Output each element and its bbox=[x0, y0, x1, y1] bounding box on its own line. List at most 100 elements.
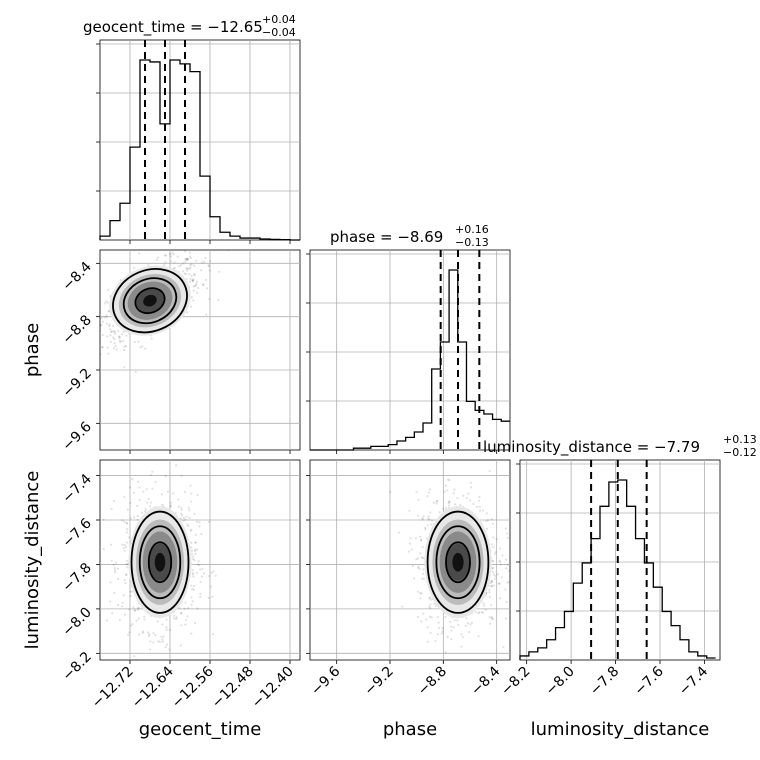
sample-point bbox=[123, 348, 126, 352]
sample-point bbox=[191, 568, 194, 572]
sample-point bbox=[441, 630, 444, 633]
sample-point bbox=[154, 634, 157, 637]
sample-point bbox=[188, 509, 191, 512]
sample-point bbox=[188, 255, 192, 258]
sample-point bbox=[184, 601, 187, 604]
sample-point bbox=[114, 571, 117, 574]
sample-point bbox=[175, 616, 178, 619]
sample-point bbox=[141, 345, 144, 348]
sample-point bbox=[212, 570, 215, 573]
sample-point bbox=[483, 604, 486, 607]
sample-point bbox=[182, 270, 185, 273]
sample-point bbox=[190, 546, 193, 549]
sample-point bbox=[417, 498, 420, 501]
sample-point bbox=[179, 644, 182, 647]
sample-point bbox=[179, 264, 183, 267]
sample-point bbox=[499, 597, 502, 600]
sample-point bbox=[121, 339, 125, 343]
sample-point bbox=[435, 502, 438, 505]
sample-point bbox=[106, 322, 109, 325]
xlabel-geocent-time: geocent_time bbox=[139, 719, 262, 740]
sample-point bbox=[124, 581, 127, 585]
sample-point bbox=[491, 559, 494, 562]
sample-point bbox=[192, 278, 195, 281]
sample-point bbox=[446, 478, 449, 481]
sample-point bbox=[182, 262, 185, 265]
sample-point bbox=[443, 490, 446, 493]
sample-point bbox=[120, 605, 124, 608]
sample-point bbox=[123, 366, 126, 369]
sample-point bbox=[114, 332, 117, 335]
sample-point bbox=[101, 333, 104, 337]
density-level-4 bbox=[154, 552, 166, 572]
sample-point bbox=[189, 305, 193, 308]
sample-point bbox=[478, 509, 482, 512]
title-phase-upper: +0.16 bbox=[455, 223, 489, 236]
y-tick-label: −8.0 bbox=[59, 604, 94, 639]
sample-point bbox=[470, 486, 473, 489]
sample-point bbox=[421, 577, 424, 580]
sample-point bbox=[202, 572, 206, 575]
sample-point bbox=[192, 573, 195, 576]
sample-point bbox=[419, 552, 422, 555]
sample-point bbox=[409, 537, 412, 540]
sample-point bbox=[180, 508, 183, 512]
sample-point bbox=[109, 334, 112, 337]
sample-point bbox=[420, 620, 423, 623]
sample-point bbox=[137, 340, 140, 343]
sample-point bbox=[193, 274, 197, 277]
sample-point bbox=[100, 301, 101, 304]
sample-point bbox=[169, 255, 173, 258]
sample-point bbox=[492, 545, 495, 549]
sample-point bbox=[126, 566, 129, 569]
sample-point bbox=[137, 617, 140, 620]
sample-point bbox=[105, 316, 108, 319]
sample-point bbox=[470, 621, 474, 624]
sample-point bbox=[501, 554, 504, 557]
sample-point bbox=[441, 626, 444, 630]
sample-point bbox=[492, 573, 495, 576]
sample-point bbox=[144, 508, 147, 511]
sample-point bbox=[123, 544, 126, 547]
sample-point bbox=[116, 567, 119, 570]
sample-point bbox=[506, 581, 509, 584]
sample-point bbox=[196, 563, 199, 566]
sample-point bbox=[178, 606, 181, 610]
sample-point bbox=[150, 337, 153, 340]
sample-point bbox=[419, 538, 423, 541]
sample-point bbox=[111, 330, 114, 333]
sample-point bbox=[424, 526, 427, 529]
sample-point bbox=[493, 552, 496, 555]
x-tick-label: −12.56 bbox=[169, 663, 217, 711]
sample-point bbox=[467, 492, 470, 495]
sample-point bbox=[117, 577, 120, 580]
sample-point bbox=[491, 617, 494, 620]
sample-point bbox=[184, 257, 187, 261]
sample-point bbox=[505, 567, 508, 570]
contour-2 bbox=[134, 287, 166, 315]
sample-point bbox=[416, 615, 419, 619]
sample-point bbox=[93, 330, 95, 332]
sample-point bbox=[506, 536, 510, 539]
sample-point bbox=[135, 619, 138, 622]
density-level-4 bbox=[452, 552, 464, 572]
sample-point bbox=[492, 536, 495, 539]
sample-point bbox=[427, 515, 430, 518]
sample-point bbox=[130, 624, 133, 627]
sample-point bbox=[198, 521, 201, 524]
sample-point bbox=[415, 558, 418, 561]
sample-point bbox=[435, 499, 439, 502]
sample-point bbox=[205, 287, 209, 290]
sample-point bbox=[107, 288, 110, 292]
sample-point bbox=[513, 575, 515, 577]
sample-point bbox=[508, 569, 510, 572]
sample-point bbox=[168, 648, 171, 651]
sample-point bbox=[460, 645, 463, 648]
sample-point bbox=[136, 608, 139, 611]
sample-point bbox=[433, 602, 436, 606]
sample-point bbox=[134, 370, 137, 373]
sample-point bbox=[512, 588, 514, 590]
sample-point bbox=[123, 520, 126, 524]
sample-point bbox=[227, 250, 231, 252]
sample-point bbox=[128, 608, 131, 611]
